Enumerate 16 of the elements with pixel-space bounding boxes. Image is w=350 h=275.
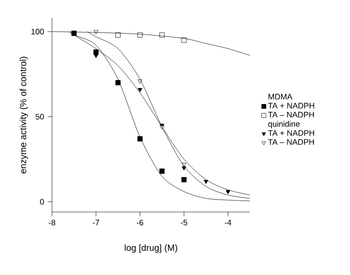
x-axis-title: log [drug] (M) <box>124 244 178 253</box>
y-tick-label: 100 <box>31 28 44 34</box>
y-axis-title: enzyme activity (% of control) <box>20 56 28 174</box>
text: MDMA <box>268 94 292 100</box>
x-tick-label: -6 <box>136 220 144 226</box>
x-tick-label: -7 <box>92 220 100 226</box>
legend-label: TA + NADPH <box>268 102 314 108</box>
legend-label: TA + NADPH <box>268 130 314 136</box>
x-tick-label: -8 <box>48 220 56 226</box>
legend-label: TA – NADPH <box>268 139 314 145</box>
y-tick-label: 50 <box>36 114 44 120</box>
legend-label: TA – NADPH <box>268 112 314 118</box>
text: quinidine <box>268 120 300 128</box>
x-tick-label: -5 <box>180 220 188 226</box>
x-tick-label: -4 <box>224 220 232 226</box>
y-tick-label: 0 <box>40 198 44 205</box>
